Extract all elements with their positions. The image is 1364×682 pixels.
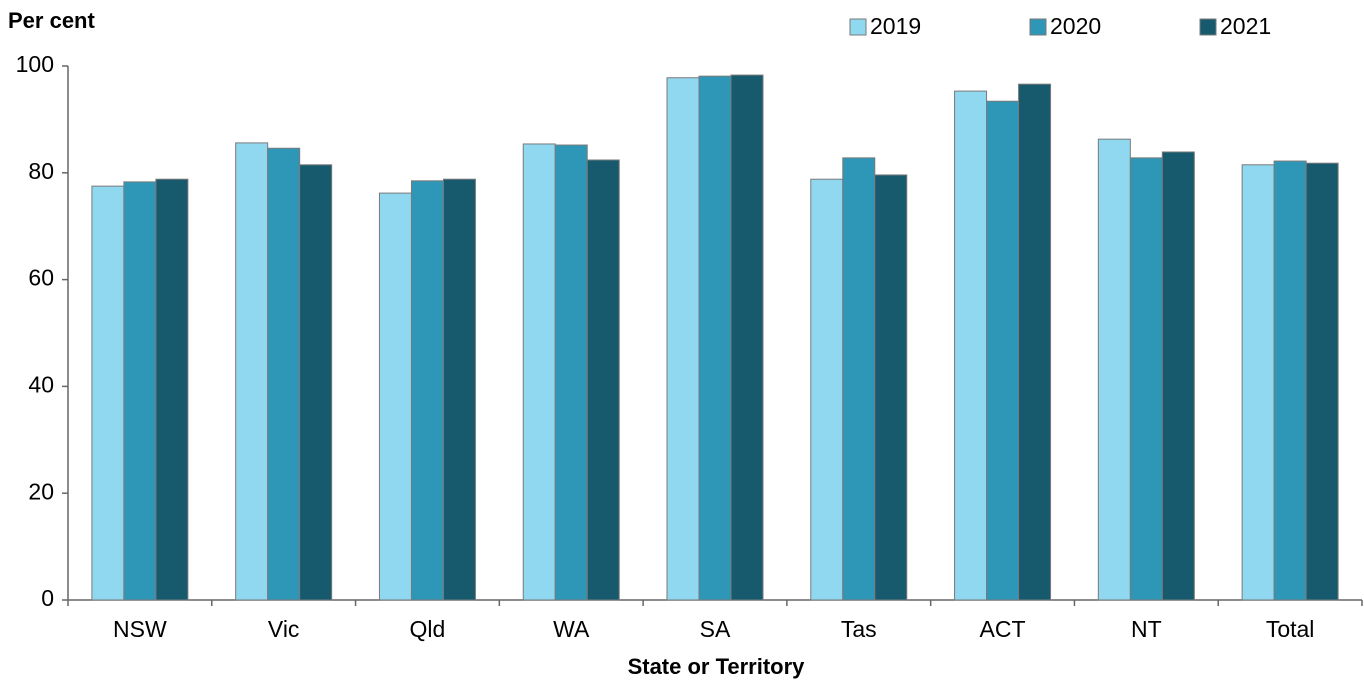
y-tick-label: 40: [28, 371, 54, 397]
x-tick-label: WA: [553, 616, 590, 642]
legend-label: 2020: [1050, 13, 1101, 39]
x-tick-label: Qld: [410, 616, 446, 642]
x-tick-label: NT: [1131, 616, 1162, 642]
bar: [810, 178, 844, 601]
legend-label: 2019: [870, 13, 921, 39]
x-tick-label: NSW: [113, 616, 167, 642]
bar: [442, 178, 476, 601]
bar: [586, 159, 620, 601]
legend-swatch: [1199, 18, 1217, 36]
bar: [842, 157, 876, 601]
bar: [410, 180, 444, 601]
bar: [1018, 83, 1052, 601]
bar: [698, 75, 732, 601]
bar: [1241, 164, 1275, 601]
legend-swatch: [1029, 18, 1047, 36]
bar: [1129, 157, 1163, 601]
bar: [730, 74, 764, 601]
legend-swatch: [849, 18, 867, 36]
x-tick-label: SA: [700, 616, 731, 642]
y-axis-label: Per cent: [8, 8, 95, 33]
bar: [666, 77, 700, 601]
bar: [874, 174, 908, 601]
bar: [554, 144, 588, 601]
bar: [1305, 162, 1339, 601]
bar: [235, 142, 269, 601]
bar: [91, 185, 125, 601]
bar: [522, 143, 556, 601]
y-tick-label: 20: [28, 478, 54, 504]
bar: [986, 100, 1020, 601]
x-axis-label: State or Territory: [628, 654, 806, 679]
y-tick-label: 60: [28, 265, 54, 291]
x-tick-label: ACT: [980, 616, 1026, 642]
x-tick-label: Vic: [268, 616, 300, 642]
bar: [1097, 138, 1131, 601]
y-tick-label: 0: [41, 585, 54, 611]
x-tick-label: Tas: [841, 616, 877, 642]
bar: [954, 90, 988, 601]
y-tick-label: 80: [28, 158, 54, 184]
bar: [1273, 160, 1307, 601]
bar: [155, 178, 189, 601]
bar: [123, 181, 157, 601]
bar: [267, 147, 301, 601]
bar: [1161, 151, 1195, 601]
bar: [378, 192, 412, 601]
x-tick-label: Total: [1266, 616, 1315, 642]
y-tick-label: 100: [16, 51, 54, 77]
bar: [299, 164, 333, 601]
legend-label: 2021: [1220, 13, 1271, 39]
